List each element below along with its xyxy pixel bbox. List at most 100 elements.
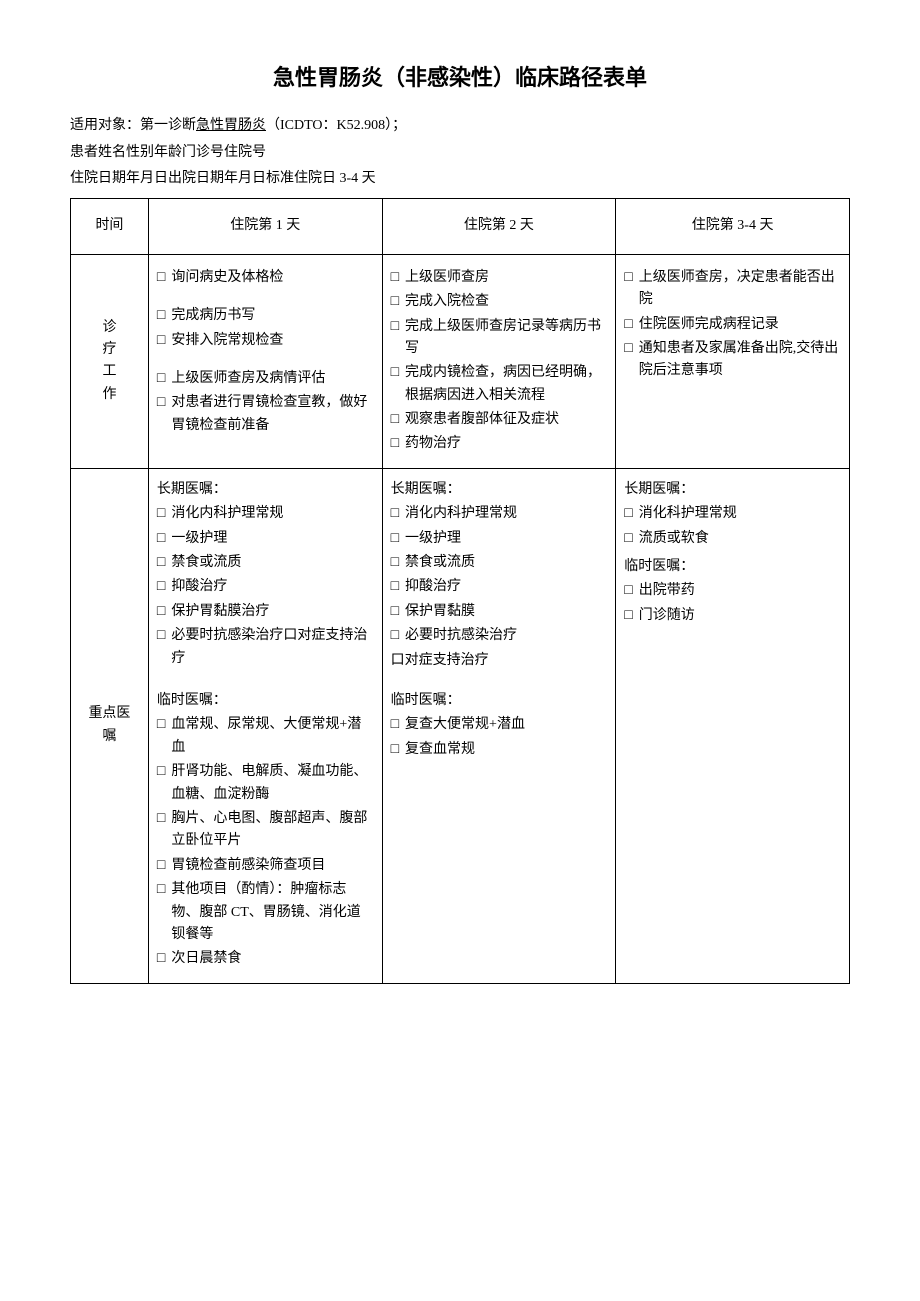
meta-line-1-suffix: （ICDTO：K52.908）； (266, 118, 406, 133)
diag-day2-text-3: 完成内镜检查，病因已经明确，根据病因进入相关流程 (405, 362, 607, 407)
checkbox-icon[interactable]: □ (157, 267, 165, 289)
checkbox-icon[interactable]: □ (391, 714, 399, 736)
checkbox-icon[interactable]: □ (157, 879, 165, 901)
orders-day1-cell: 长期医嘱： □消化内科护理常规 □一级护理 □禁食或流质 □抑酸治疗 □保护胃黏… (148, 468, 382, 983)
orders-day3-cell: 长期医嘱： □消化科护理常规 □流质或软食 临时医嘱： □出院带药 □门诊随访 (616, 468, 850, 983)
orders-day1-long-5: □必要时抗感染治疗口对症支持治疗 (157, 625, 374, 670)
orders-row-label: 重点医 嘱 (71, 468, 149, 983)
checkbox-icon[interactable]: □ (157, 808, 165, 830)
orders-day1-long-4: □保护胃黏膜治疗 (157, 601, 374, 623)
checkbox-icon[interactable]: □ (391, 291, 399, 313)
orders-day2-temp-1: □ 复查血常规 (391, 739, 608, 761)
checkbox-icon[interactable]: □ (391, 739, 399, 761)
orders-day3-temp-1: □ 门诊随访 (624, 605, 841, 627)
checkbox-icon[interactable]: □ (157, 392, 165, 414)
page-title: 急性胃肠炎（非感染性）临床路径表单 (70, 60, 850, 95)
checkbox-icon[interactable]: □ (157, 305, 165, 327)
diag-day2-item-5: □药物治疗 (391, 433, 608, 455)
header-day2: 住院第 2 天 (382, 199, 616, 254)
orders-day2-long-text-3: 抑酸治疗 (405, 576, 461, 598)
orders-day2-long-2: □ 禁食或流质 (391, 552, 608, 574)
orders-day2-temp-text-0: 复查大便常规+潜血 (405, 714, 525, 736)
orders-day1-temp-text-3: 胃镜检查前感染筛查项目 (171, 855, 325, 877)
diag-row: 诊 疗 工 作 □询问病史及体格检 □完成病历书写 □安排入院常规检查 □上级医… (71, 254, 850, 468)
diag-day1-text-3: 上级医师查房及病情评估 (171, 368, 325, 390)
checkbox-icon[interactable]: □ (624, 605, 632, 627)
diag-label-1: 疗 (79, 339, 140, 361)
diag-day2-item-0: □上级医师查房 (391, 267, 608, 289)
orders-day1-temp-3: □ 胃镜检查前感染筛查项目 (157, 855, 374, 877)
orders-day2-long-4: □ 保护胃黏膜 (391, 601, 608, 623)
diag-day1-item-4: □ 对患者进行胃镜检查宣教，做好胃镜检查前准备 (157, 392, 374, 437)
orders-day2-temp-text-1: 复查血常规 (405, 739, 475, 761)
checkbox-icon[interactable]: □ (624, 314, 632, 336)
orders-day3-temp-label: 临时医嘱： (624, 556, 841, 578)
diag-day2-text-4: 观察患者腹部体征及症状 (405, 409, 559, 431)
orders-day3-temp-text-1: 门诊随访 (639, 605, 695, 627)
checkbox-icon[interactable]: □ (391, 362, 399, 384)
checkbox-icon[interactable]: □ (391, 552, 399, 574)
orders-day1-long-text-3: 抑酸治疗 (171, 576, 227, 598)
orders-day3-temp-text-0: 出院带药 (639, 580, 695, 602)
checkbox-icon[interactable]: □ (391, 601, 399, 623)
checkbox-icon[interactable]: □ (157, 625, 165, 647)
diag-label-0: 诊 (79, 317, 140, 339)
diag-day2-cell: □上级医师查房 □ 完成入院检查 □ 完成上级医师查房记录等病历书写 □ 完成内镜检查… (382, 254, 616, 468)
checkbox-icon[interactable]: □ (391, 433, 399, 455)
meta-line-1: 适用对象：第一诊断急性胃肠炎（ICDTO：K52.908）； (70, 115, 850, 137)
checkbox-icon[interactable]: □ (157, 761, 165, 783)
diag-day1-text-1: 完成病历书写 (171, 305, 255, 327)
orders-day1-temp-1: □ 肝肾功能、电解质、凝血功能、血糖、血淀粉酶 (157, 761, 374, 806)
checkbox-icon[interactable]: □ (391, 625, 399, 647)
meta-line-1-prefix: 适用对象：第一诊断 (70, 118, 196, 133)
checkbox-icon[interactable]: □ (157, 714, 165, 736)
checkbox-icon[interactable]: □ (391, 576, 399, 598)
checkbox-icon[interactable]: □ (624, 580, 632, 602)
diag-day2-text-1: 完成入院检查 (405, 291, 489, 313)
checkbox-icon[interactable]: □ (391, 316, 399, 338)
orders-day2-long-text-1: 一级护理 (405, 528, 461, 550)
diag-day1-item-1: □ 完成病历书写 (157, 305, 374, 327)
checkbox-icon[interactable]: □ (391, 503, 399, 525)
checkbox-icon[interactable]: □ (157, 503, 165, 525)
orders-label-1: 嘱 (79, 726, 140, 748)
orders-day1-long-label: 长期医嘱： (157, 479, 374, 501)
diag-day2-item-1: □ 完成入院检查 (391, 291, 608, 313)
meta-line-2: 患者姓名性别年龄门诊号住院号 (70, 142, 850, 164)
checkbox-icon[interactable]: □ (157, 528, 165, 550)
orders-day3-long-0: □消化科护理常规 (624, 503, 841, 525)
orders-day2-long-text-4: 保护胃黏膜 (405, 601, 475, 623)
checkbox-icon[interactable]: □ (624, 503, 632, 525)
orders-day1-long-text-2: 禁食或流质 (171, 552, 241, 574)
orders-day1-temp-text-1: 肝肾功能、电解质、凝血功能、血糖、血淀粉酶 (171, 761, 373, 806)
orders-day1-long-0: □消化内科护理常规 (157, 503, 374, 525)
diag-day1-item-0: □询问病史及体格检 (157, 267, 374, 289)
diag-day2-text-2: 完成上级医师查房记录等病历书写 (405, 316, 607, 361)
checkbox-icon[interactable]: □ (157, 948, 165, 970)
checkbox-icon[interactable]: □ (157, 330, 165, 352)
diag-day3-item-2: □通知患者及家属准备出院,交待出院后注意事项 (624, 338, 841, 383)
orders-day2-long-text-2: 禁食或流质 (405, 552, 475, 574)
orders-day3-long-1: □流质或软食 (624, 528, 841, 550)
diag-label-3: 作 (79, 384, 140, 406)
checkbox-icon[interactable]: □ (157, 855, 165, 877)
checkbox-icon[interactable]: □ (624, 338, 632, 360)
checkbox-icon[interactable]: □ (157, 601, 165, 623)
checkbox-icon[interactable]: □ (157, 552, 165, 574)
checkbox-icon[interactable]: □ (157, 368, 165, 390)
checkbox-icon[interactable]: □ (624, 528, 632, 550)
diag-day2-item-4: □ 观察患者腹部体征及症状 (391, 409, 608, 431)
header-day3: 住院第 3-4 天 (616, 199, 850, 254)
checkbox-icon[interactable]: □ (624, 267, 632, 289)
diag-day1-item-3: □ 上级医师查房及病情评估 (157, 368, 374, 390)
orders-day2-long-0: □消化内科护理常规 (391, 503, 608, 525)
checkbox-icon[interactable]: □ (391, 267, 399, 289)
meta-line-3: 住院日期年月日出院日期年月日标准住院日 3-4 天 (70, 168, 850, 190)
checkbox-icon[interactable]: □ (391, 528, 399, 550)
checkbox-icon[interactable]: □ (157, 576, 165, 598)
diag-day1-item-2: □安排入院常规检查 (157, 330, 374, 352)
diag-day3-text-1: 住院医师完成病程记录 (639, 314, 779, 336)
checkbox-icon[interactable]: □ (391, 409, 399, 431)
diag-day1-text-4: 对患者进行胃镜检查宣教，做好胃镜检查前准备 (171, 392, 373, 437)
diag-label-2: 工 (79, 361, 140, 383)
